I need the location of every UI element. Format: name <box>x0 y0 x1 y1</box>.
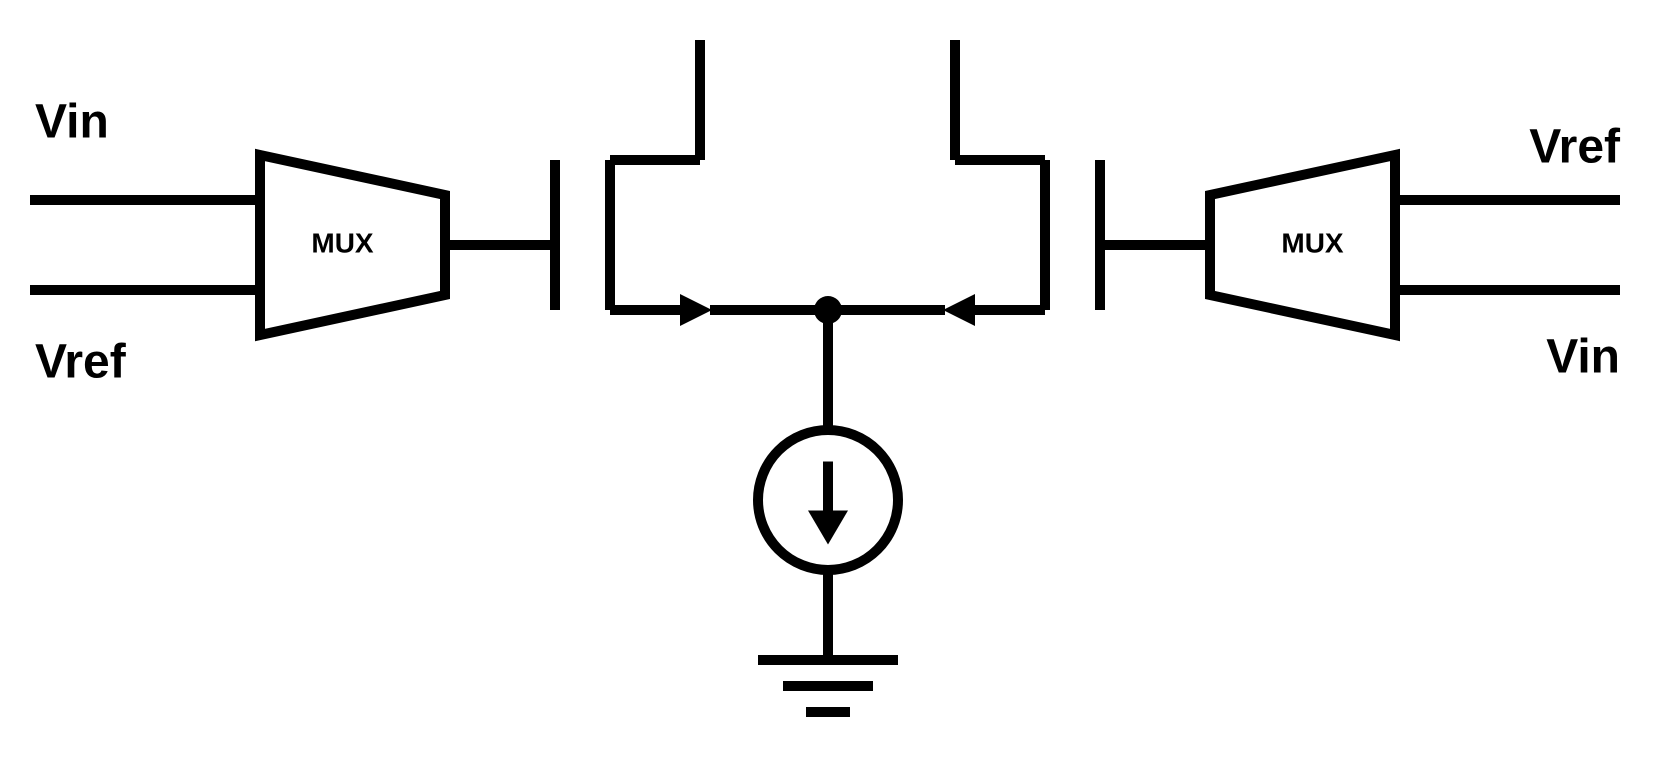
label-left-top: Vin <box>35 96 109 149</box>
fet-right-arrow-icon <box>943 294 975 326</box>
mux-left-label: MUX <box>311 227 374 258</box>
label-right-bot: Vin <box>1546 331 1620 384</box>
fet-left-arrow-icon <box>680 294 712 326</box>
label-left-bot: Vref <box>35 336 127 389</box>
mux-right-label: MUX <box>1281 227 1344 258</box>
circuit-diagram: MUX MUX Vin Vref Vref Vin <box>0 0 1656 775</box>
label-right-top: Vref <box>1529 121 1621 174</box>
